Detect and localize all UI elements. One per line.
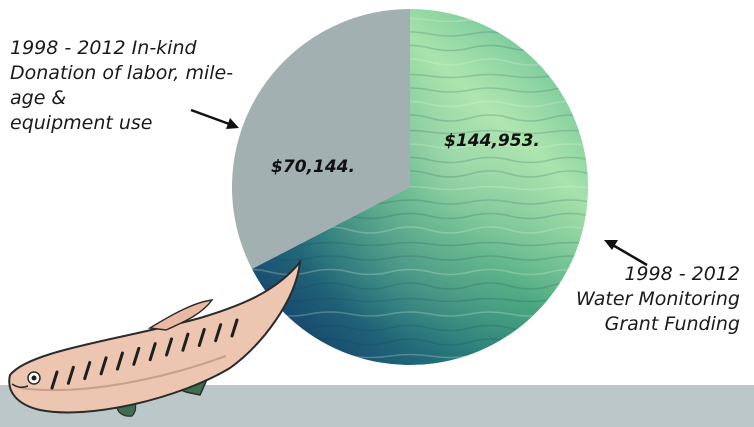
water-ripple (251, 297, 589, 303)
pie-slice-inkind (232, 9, 410, 269)
fish-stripe (132, 346, 141, 366)
fish-stripe (115, 351, 124, 371)
arrow-right-down-icon (190, 108, 239, 129)
pie-slices (232, 9, 589, 365)
water-ripple (251, 255, 589, 261)
fish-stripes (50, 318, 239, 390)
fish-stripe (197, 327, 206, 347)
water-ripple (251, 311, 589, 317)
fish-stripe (230, 318, 239, 338)
water-highlight (251, 9, 589, 365)
fish-stripe (165, 337, 174, 357)
fish-stripe (214, 323, 223, 343)
fish-stripe (50, 370, 59, 390)
fish-stripe (148, 342, 157, 362)
fish-stripe (66, 365, 75, 385)
annotation-grant: 1998 - 2012 Water Monitoring Grant Fundi… (576, 263, 740, 335)
water-ripple (230, 368, 590, 372)
slice-value-label-grant: $144,953. (444, 131, 540, 151)
fish-illustration (8, 258, 302, 417)
arrow-up-left-icon (604, 240, 648, 267)
fish-stripe (181, 332, 190, 352)
fish-stripe (83, 361, 92, 381)
annotation-inkind: 1998 - 2012 In-kind Donation of labor, m… (10, 37, 234, 134)
slice-value-label-inkind: $70,144. (271, 157, 355, 177)
fish-stripe (99, 356, 108, 376)
